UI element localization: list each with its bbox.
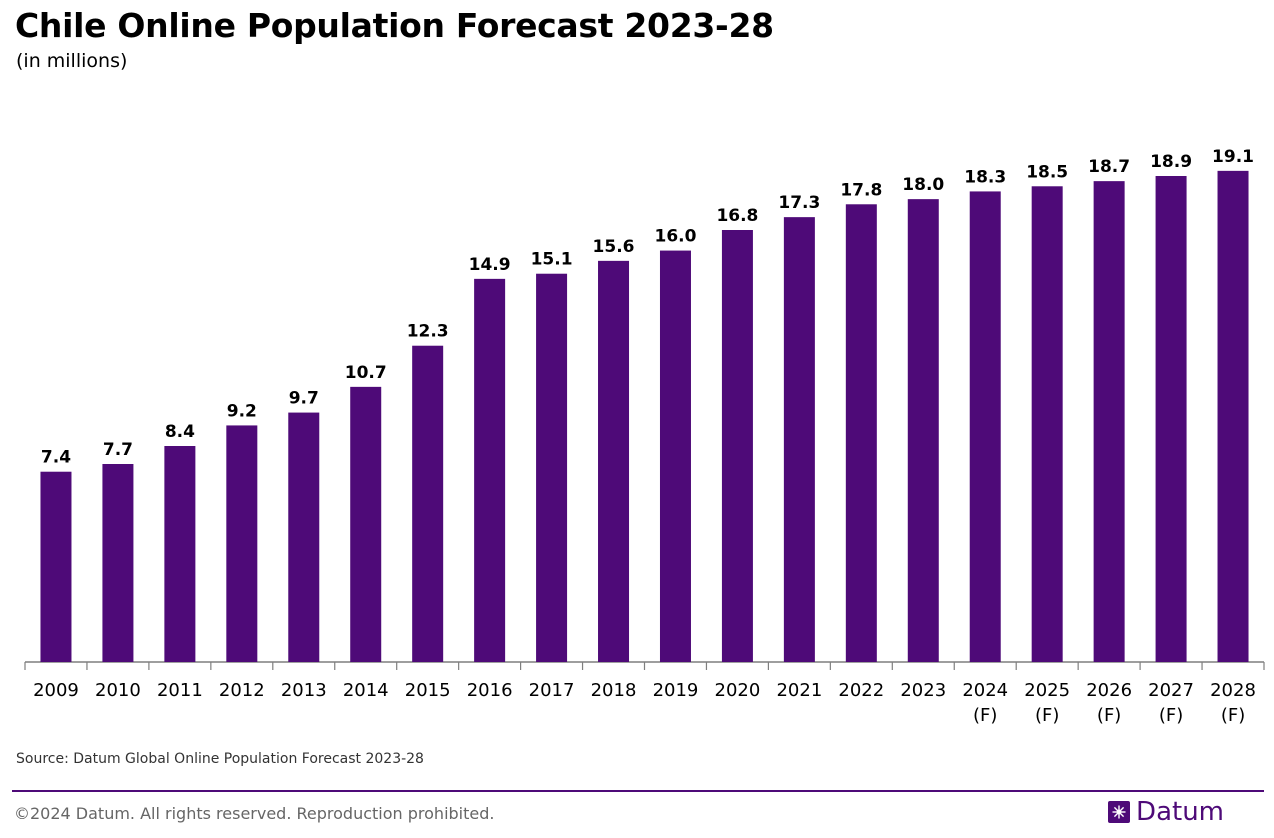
x-tick-label: 2014 [343,680,389,701]
bar-value-label: 7.7 [103,440,133,460]
bar [164,446,196,662]
bar-value-label: 8.4 [165,422,195,442]
x-tick-label: (F) [1035,705,1059,726]
x-tick-label: 2012 [219,680,265,701]
x-tick-label: 2013 [281,680,327,701]
bar [288,412,320,662]
bar [907,199,939,662]
chart-title: Chile Online Population Forecast 2023-28 [15,6,774,45]
bar [1031,186,1063,662]
x-tick-label: 2019 [653,680,699,701]
bar-value-label: 18.7 [1088,157,1130,177]
x-tick-label: 2017 [529,680,575,701]
bar [1217,170,1249,662]
bar-value-label: 15.6 [593,237,635,257]
bar-value-label: 18.9 [1150,152,1192,172]
x-tick-label: 2021 [776,680,822,701]
bar-value-label: 7.4 [41,448,71,468]
source-note: Source: Datum Global Online Population F… [16,751,424,767]
bar-value-label: 19.1 [1212,147,1254,167]
bar-value-label: 16.0 [654,227,696,247]
bar [1093,181,1125,662]
x-tick-label: 2023 [900,680,946,701]
bar [474,278,506,662]
bar [350,386,382,662]
bar-value-label: 17.3 [778,193,820,213]
x-tick-label: 2024 [962,680,1008,701]
bar [659,250,691,663]
bar [969,191,1001,662]
x-tick-label: 2026 [1086,680,1132,701]
x-tick-label: (F) [1221,705,1245,726]
x-tick-label: 2009 [33,680,79,701]
x-tick-label: 2028 [1210,680,1256,701]
x-tick-label: 2016 [467,680,513,701]
x-tick-label: 2011 [157,680,203,701]
x-tick-label: 2015 [405,680,451,701]
bar-value-label: 18.5 [1026,162,1068,182]
brand-name: Datum [1136,797,1224,827]
bar [1155,176,1187,662]
bar [536,273,568,662]
bar [845,204,877,662]
chart-subtitle: (in millions) [16,50,128,72]
bar [598,260,630,662]
x-tick-label: (F) [1159,705,1183,726]
bar-value-label: 17.8 [840,180,882,200]
x-tick-label: 2018 [591,680,637,701]
bar-value-label: 18.3 [964,167,1006,187]
brand-logo: Datum [1108,797,1224,827]
x-tick-label: (F) [973,705,997,726]
x-tick-label: (F) [1097,705,1121,726]
bar-value-label: 10.7 [345,363,387,383]
bar-value-label: 15.1 [531,250,573,270]
bar-value-label: 18.0 [902,175,944,195]
x-tick-label: 2020 [715,680,761,701]
footer-divider [12,790,1264,792]
bar [226,425,258,662]
bar-value-label: 14.9 [469,255,511,275]
copyright-text: ©2024 Datum. All rights reserved. Reprod… [14,804,495,823]
bar-value-label: 9.7 [289,389,319,409]
datum-logo-icon [1108,801,1131,823]
x-tick-label: 2010 [95,680,141,701]
bar [102,464,134,662]
bar [40,471,72,662]
bar [721,230,753,662]
bar [783,217,815,662]
bar-value-label: 9.2 [227,401,257,421]
bar [412,345,444,662]
bar-value-label: 12.3 [407,322,449,342]
x-tick-label: 2022 [838,680,884,701]
x-tick-label: 2027 [1148,680,1194,701]
bar-value-label: 16.8 [716,206,758,226]
x-tick-label: 2025 [1024,680,1070,701]
bar-chart: 7.4 2009 7.7 2010 8.4 2011 9.2 2012 9.7 2013 10.7 2… [24,147,1265,726]
